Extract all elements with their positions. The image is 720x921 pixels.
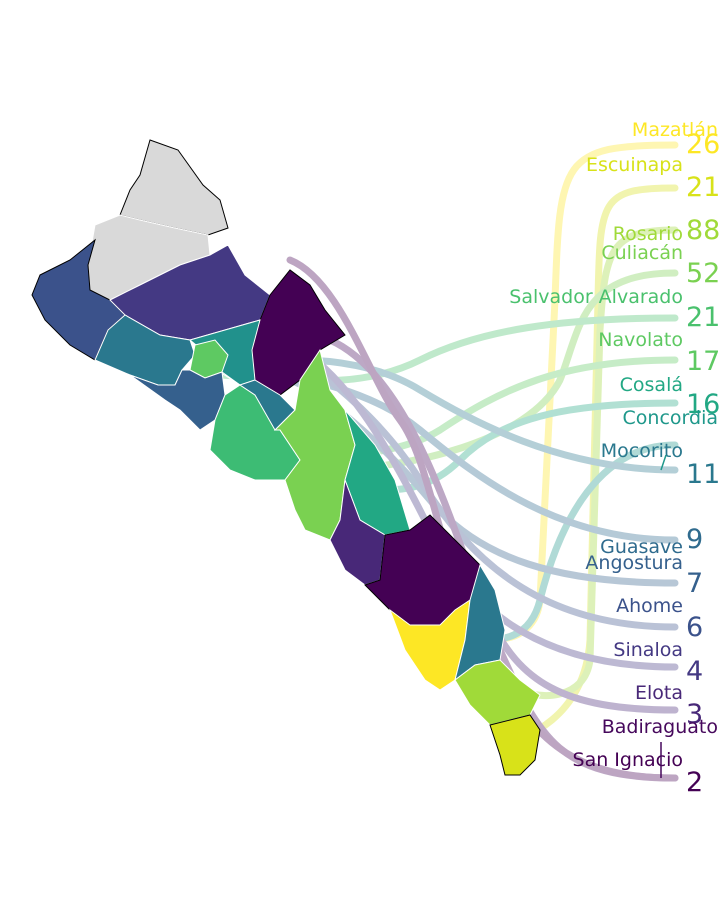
- value-rosario: 88: [686, 215, 720, 246]
- label-elota: Elota: [635, 682, 683, 704]
- value-navolato: 17: [686, 346, 720, 377]
- label-mocorito: Mocorito: [601, 440, 683, 462]
- leader-line-rosario: [516, 226, 679, 699]
- label-san-ignacio: San Ignacio: [573, 749, 683, 771]
- label-angostura: Angostura: [585, 552, 683, 574]
- municipality-polygons: [31, 139, 541, 776]
- value-angostura: 7: [686, 568, 703, 599]
- label-guasave: Guasave: [600, 536, 683, 558]
- label-mazatl-n: Mazatlán: [632, 119, 718, 141]
- label-navolato: Navolato: [598, 329, 683, 351]
- leader-tick: [660, 454, 667, 471]
- value-salvador-alvarado: 21: [686, 302, 720, 333]
- value-guasave: 9: [686, 524, 703, 555]
- label-concordia: Concordia: [623, 407, 718, 429]
- label-rosario: Rosario: [613, 223, 683, 245]
- leader-line-cosala: [376, 399, 679, 494]
- municipality-escuinapa: [489, 714, 541, 776]
- leader-line-culiacan: [316, 269, 679, 474]
- value-mazatl-n: 26: [686, 129, 720, 160]
- leader-line-concordia: [476, 441, 679, 644]
- label-culiac-n: Culiacán: [601, 242, 683, 264]
- label-badiraguato: Badiraguato: [602, 716, 718, 738]
- label-ahome: Ahome: [616, 595, 683, 617]
- municipality-rosario: [454, 659, 541, 726]
- label-escuinapa: Escuinapa: [586, 154, 683, 176]
- value-elota: 3: [686, 699, 703, 730]
- value-escuinapa: 21: [686, 172, 720, 203]
- label-salvador-alvarado: Salvador Alvarado: [509, 286, 683, 308]
- value-sinaloa: 4: [686, 656, 703, 687]
- label-sinaloa: Sinaloa: [613, 639, 683, 661]
- value-cosal-: 16: [686, 389, 720, 420]
- value-san-ignacio: 2: [686, 767, 703, 798]
- value-mocorito: 11: [686, 459, 720, 490]
- leader-line-mocorito: [296, 356, 679, 474]
- label-cosal-: Cosalá: [620, 374, 683, 396]
- value-ahome: 6: [686, 612, 703, 643]
- value-culiac-n: 52: [686, 258, 720, 289]
